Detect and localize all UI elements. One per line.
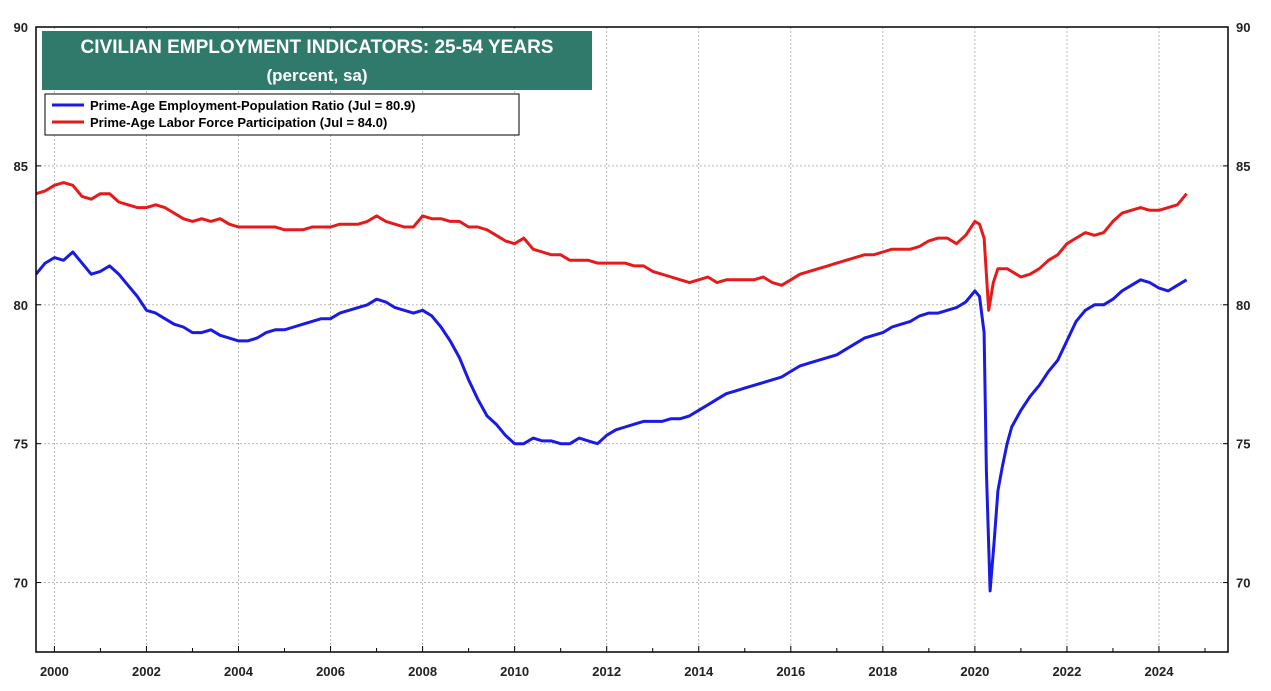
x-tick-label: 2002: [132, 664, 161, 679]
chart-title: CIVILIAN EMPLOYMENT INDICATORS: 25-54 YE…: [81, 37, 554, 58]
x-tick-label: 2006: [316, 664, 345, 679]
y-tick-label-left: 75: [14, 437, 28, 452]
y-tick-label-right: 85: [1236, 159, 1250, 174]
x-tick-label: 2012: [592, 664, 621, 679]
title-box: CIVILIAN EMPLOYMENT INDICATORS: 25-54 YE…: [42, 31, 592, 90]
x-tick-label: 2020: [960, 664, 989, 679]
series-line-employment-ratio: [36, 250, 1188, 593]
x-tick-label: 2024: [1145, 664, 1175, 679]
series-line-labor-participation: [36, 181, 1188, 312]
y-tick-label-left: 70: [14, 576, 28, 591]
y-tick-label-right: 75: [1236, 437, 1250, 452]
legend-label-employment: Prime-Age Employment-Population Ratio (J…: [90, 98, 415, 113]
y-tick-label-left: 90: [14, 20, 28, 35]
axis-layer: 70 70 75 75 80 80 85 85 90 90 2000 2002 2004 2006 2008…: [14, 20, 1251, 679]
y-tick-label-right: 80: [1236, 298, 1250, 313]
x-tick-label: 2004: [224, 664, 254, 679]
chart-subtitle: (percent, sa): [266, 66, 367, 85]
x-tick-label: 2016: [776, 664, 805, 679]
legend-box: [44, 93, 520, 136]
legend: Prime-Age Employment-Population Ratio (J…: [44, 93, 520, 136]
y-tick-label-right: 70: [1236, 576, 1250, 591]
x-tick-label: 2008: [408, 664, 437, 679]
y-tick-label-left: 85: [14, 159, 28, 174]
plot-frame: [35, 26, 1229, 653]
x-tick-label: 2022: [1052, 664, 1081, 679]
legend-label-participation: Prime-Age Labor Force Participation (Jul…: [90, 115, 387, 130]
x-tick-label: 2014: [684, 664, 714, 679]
title-background: [42, 31, 592, 90]
x-tick-label: 2010: [500, 664, 529, 679]
y-tick-label-right: 90: [1236, 20, 1250, 35]
y-tick-label-left: 80: [14, 298, 28, 313]
series-layer: [36, 181, 1188, 593]
x-tick-label: 2000: [40, 664, 69, 679]
x-tick-label: 2018: [868, 664, 897, 679]
